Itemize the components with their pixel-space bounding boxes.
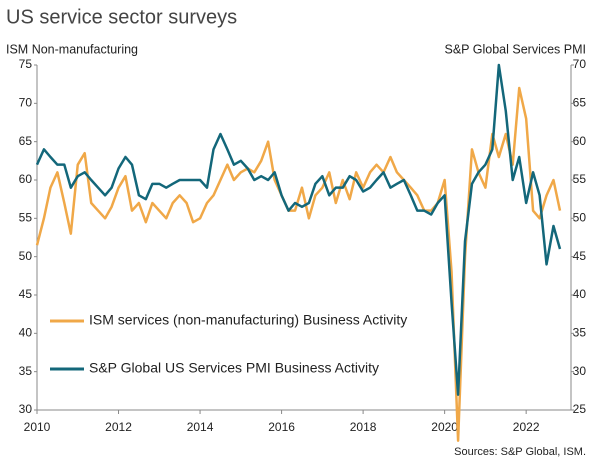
y-tick-label: 45 bbox=[19, 287, 33, 301]
y2-tick-label: 70 bbox=[573, 57, 587, 71]
x-tick-label: 2022 bbox=[513, 420, 540, 434]
y2-tick-label: 35 bbox=[573, 326, 587, 340]
y-tick-label: 40 bbox=[19, 326, 33, 340]
y2-tick-label: 60 bbox=[573, 134, 587, 148]
y2-tick-label: 55 bbox=[573, 172, 587, 186]
x-tick-label: 2016 bbox=[268, 420, 295, 434]
y2-tick-label: 50 bbox=[573, 211, 587, 225]
y2-axis-label: S&P Global Services PMI bbox=[445, 42, 587, 56]
y2-tick-label: 25 bbox=[573, 402, 587, 416]
y2-tick-label: 45 bbox=[573, 249, 587, 263]
series-line bbox=[35, 86, 562, 442]
x-tick-label: 2018 bbox=[350, 420, 377, 434]
source: Sources: S&P Global, ISM. bbox=[454, 446, 586, 458]
x-tick-label: 2020 bbox=[431, 420, 458, 434]
y2-tick-label: 40 bbox=[573, 287, 587, 301]
y-tick-label: 65 bbox=[19, 134, 33, 148]
y-axis-label: ISM Non-manufacturing bbox=[6, 42, 138, 56]
y-tick-label: 30 bbox=[19, 402, 33, 416]
legend-label: S&P Global US Services PMI Business Acti… bbox=[89, 360, 379, 376]
series-line bbox=[35, 63, 562, 396]
x-tick-label: 2014 bbox=[187, 420, 214, 434]
y-tick-label: 50 bbox=[19, 249, 33, 263]
x-tick-label: 2010 bbox=[24, 420, 51, 434]
y-tick-label: 60 bbox=[19, 172, 33, 186]
y2-tick-label: 30 bbox=[573, 364, 587, 378]
x-tick-label: 2012 bbox=[105, 420, 132, 434]
legend-label: ISM services (non-manufacturing) Busines… bbox=[89, 312, 407, 328]
y-tick-label: 55 bbox=[19, 211, 33, 225]
y-tick-label: 70 bbox=[19, 96, 33, 110]
y2-tick-label: 65 bbox=[573, 96, 587, 110]
y-tick-label: 35 bbox=[19, 364, 33, 378]
chart-title: US service sector surveys bbox=[6, 6, 237, 28]
y-tick-label: 75 bbox=[19, 57, 33, 71]
